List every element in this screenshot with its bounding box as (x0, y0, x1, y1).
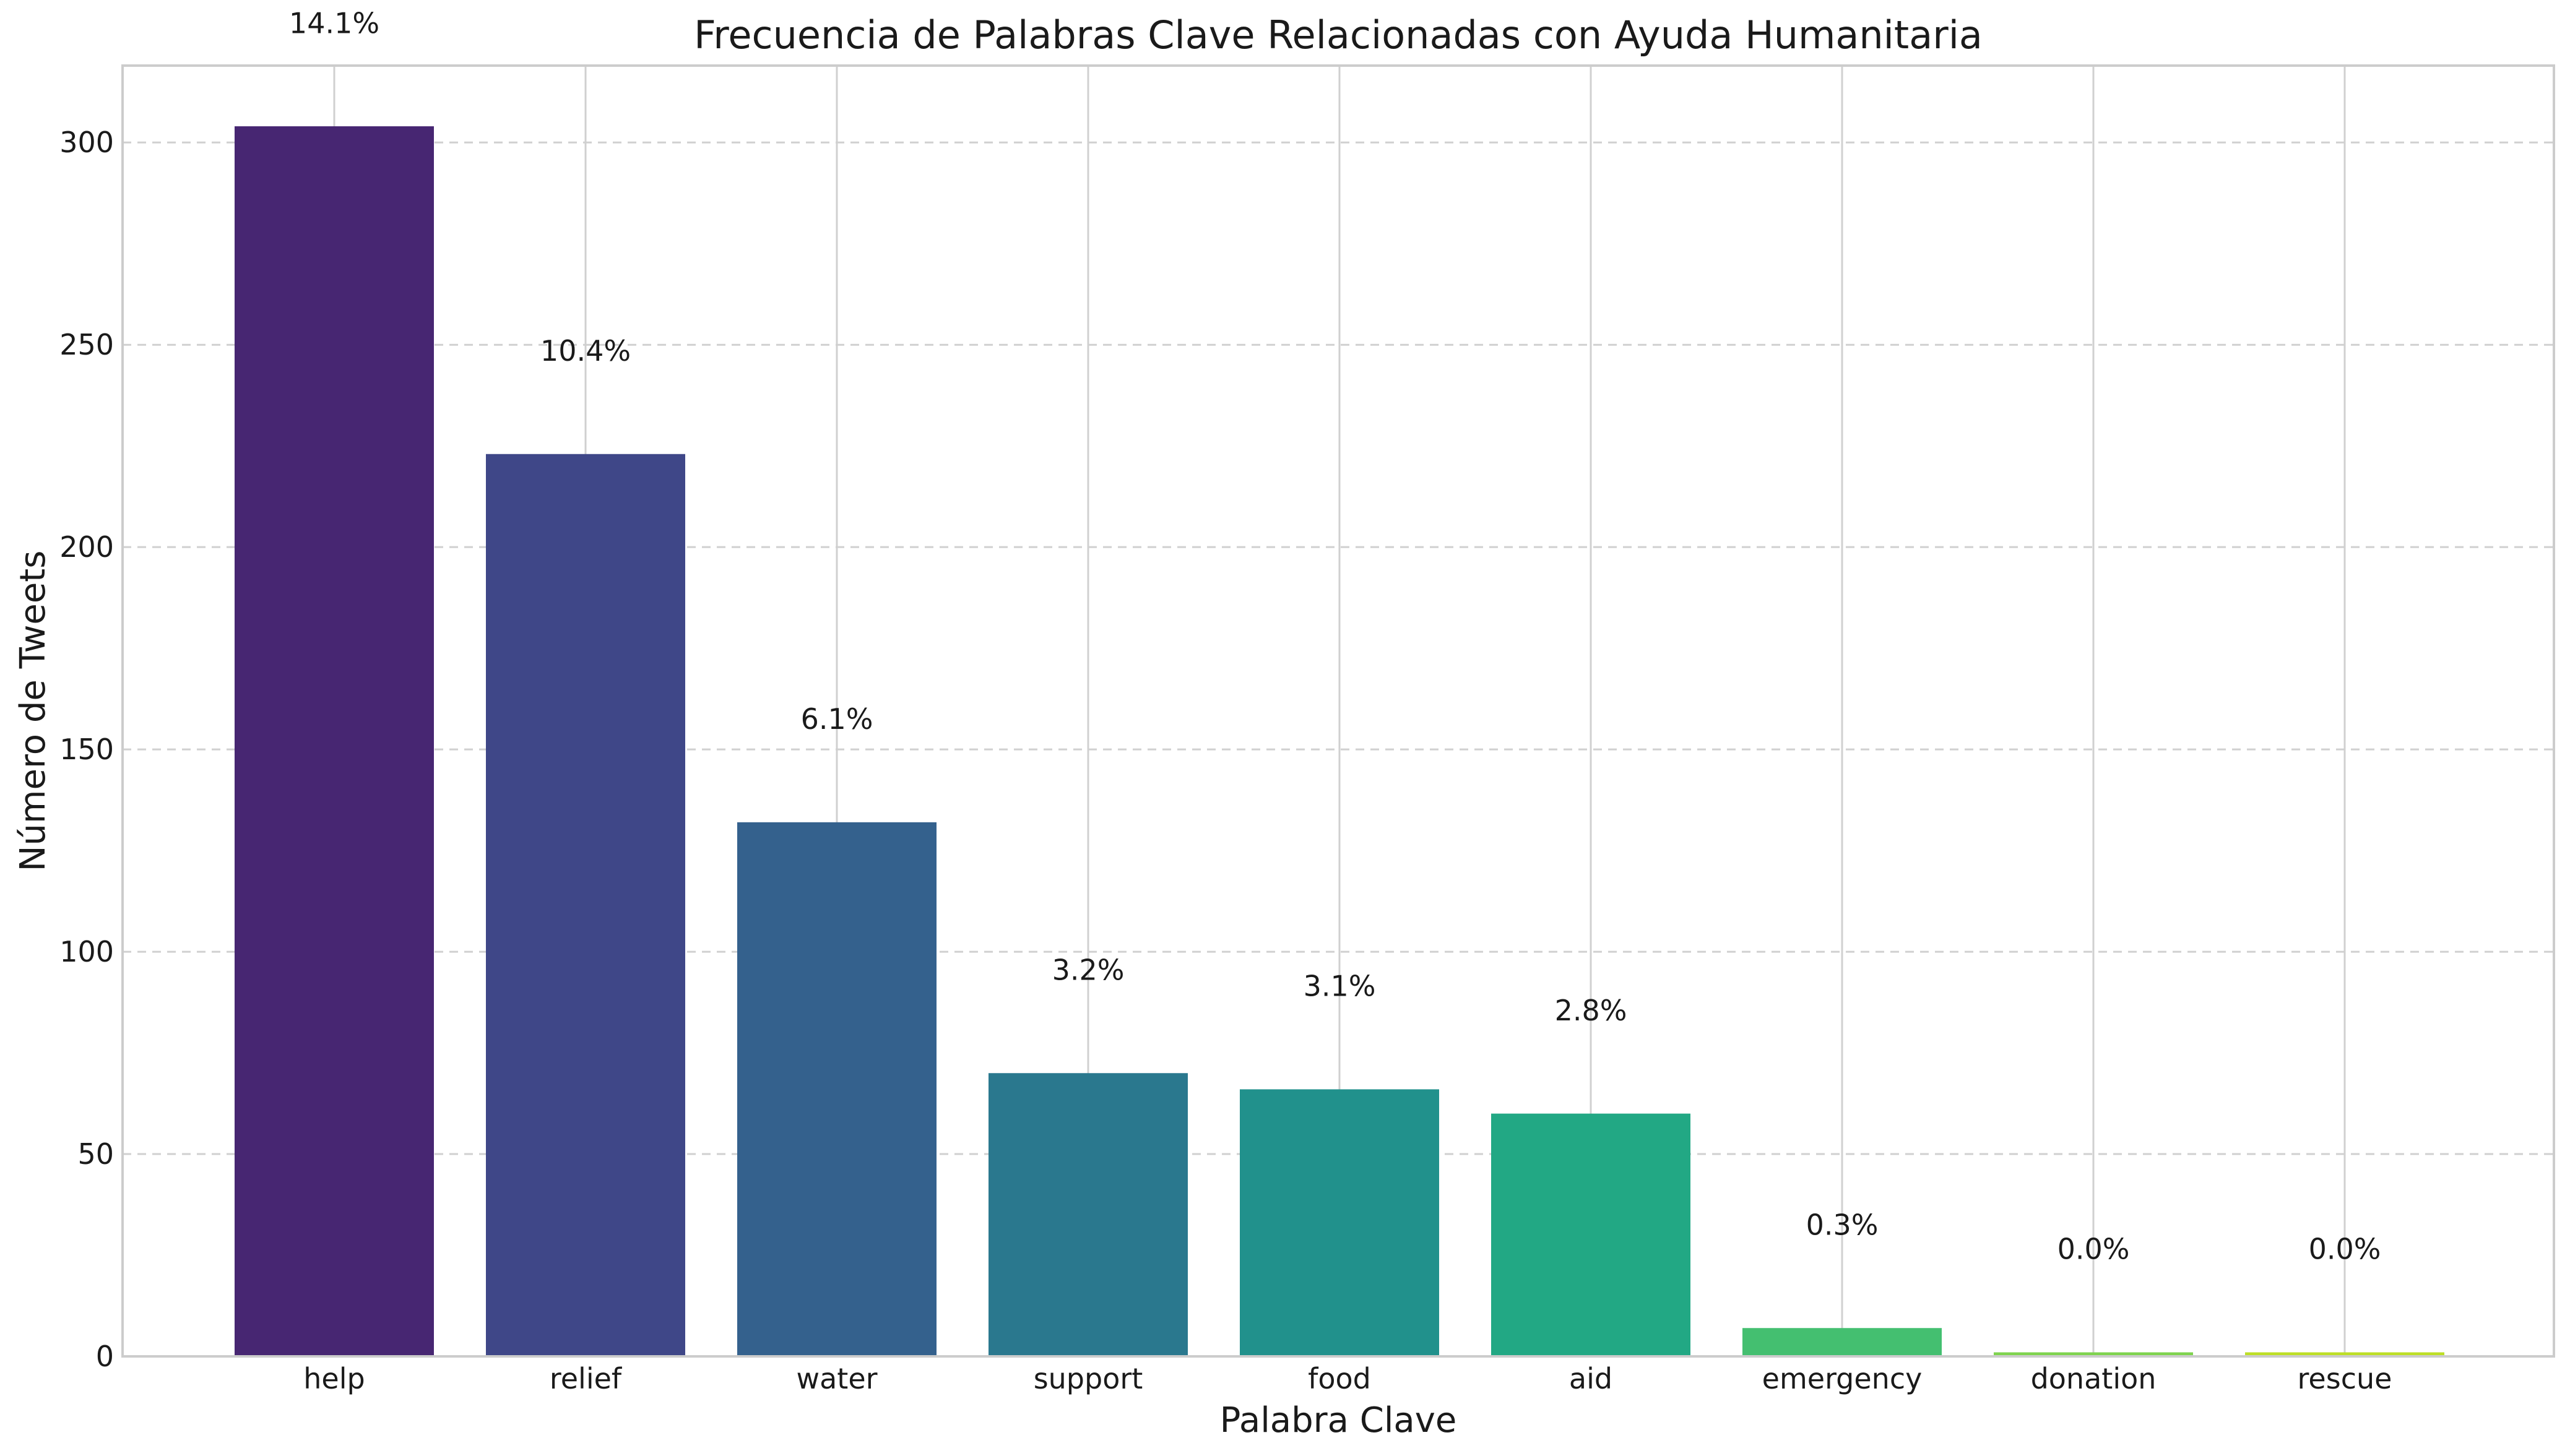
x-ticks: help relief water support food aid emergency do… (303, 1362, 2392, 1395)
data-label-donation: 0.0% (2057, 1233, 2130, 1266)
bar-aid (1491, 1114, 1690, 1356)
data-label-relief: 10.4% (540, 334, 631, 368)
data-label-rescue: 0.0% (2309, 1233, 2381, 1266)
y-ticks: 0 50 100 150 200 250 300 (59, 126, 114, 1373)
data-label-water: 6.1% (801, 702, 873, 736)
x-tick-label: rescue (2298, 1362, 2392, 1395)
bar-help (235, 126, 434, 1356)
bar-relief (486, 454, 685, 1356)
y-tick-label: 150 (59, 733, 114, 766)
bar-food (1240, 1089, 1439, 1356)
x-tick-label: support (1034, 1362, 1143, 1395)
bar-water (737, 822, 937, 1356)
x-tick-label: aid (1569, 1362, 1612, 1395)
y-tick-label: 100 (59, 935, 114, 968)
x-tick-label: help (303, 1362, 365, 1395)
y-tick-label: 0 (96, 1340, 114, 1373)
data-label-help: 14.1% (289, 6, 379, 40)
y-tick-label: 250 (59, 328, 114, 361)
y-axis-label: Número de Tweets (13, 551, 53, 872)
y-tick-label: 200 (59, 530, 114, 564)
y-tick-label: 300 (59, 126, 114, 159)
y-tick-label: 50 (77, 1137, 114, 1171)
x-tick-label: emergency (1762, 1362, 1923, 1395)
x-tick-label: water (796, 1362, 877, 1395)
chart-title: Frecuencia de Palabras Clave Relacionada… (694, 12, 1983, 58)
x-axis-label: Palabra Clave (1220, 1400, 1457, 1441)
data-label-aid: 2.8% (1555, 994, 1627, 1027)
x-tick-label: donation (2031, 1362, 2157, 1395)
data-label-food: 3.1% (1304, 970, 1376, 1003)
data-label-emergency: 0.3% (1806, 1208, 1879, 1241)
bar-support (989, 1073, 1188, 1356)
bar-emergency (1742, 1328, 1942, 1356)
data-label-support: 3.2% (1052, 953, 1125, 986)
x-tick-label: food (1308, 1362, 1371, 1395)
x-tick-label: relief (550, 1362, 623, 1395)
